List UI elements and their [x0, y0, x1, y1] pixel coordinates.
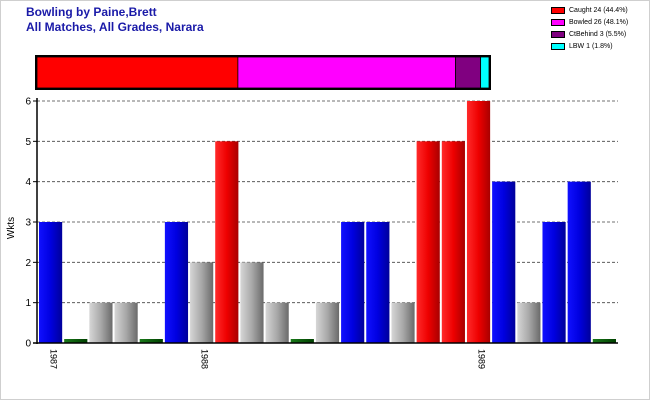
bar — [416, 141, 440, 343]
bar — [190, 262, 214, 343]
x-tick-label: 1987 — [49, 349, 59, 369]
x-tick-label: 1989 — [477, 349, 487, 369]
stacked-segment-ctbehind — [455, 56, 482, 89]
bar — [441, 141, 465, 343]
bar — [592, 339, 616, 343]
bar — [265, 302, 289, 343]
axes: 0 1 2 3 4 5 6 1987 1988 1989 — [25, 97, 618, 369]
x-tick-label: 1988 — [200, 349, 210, 369]
y-tick-label: 5 — [25, 137, 31, 148]
bar — [290, 339, 314, 343]
bar — [567, 181, 591, 343]
y-tick-label: 4 — [25, 177, 31, 188]
bar — [215, 141, 239, 343]
bar — [139, 339, 163, 343]
bar-series — [39, 101, 616, 343]
bar — [466, 101, 491, 343]
bar — [164, 222, 189, 343]
bar — [89, 302, 113, 343]
stacked-segment-lbw — [480, 56, 490, 89]
chart-subtitle: All Matches, All Grades, Narara — [26, 20, 204, 34]
y-tick-label: 6 — [25, 97, 31, 108]
bar — [391, 302, 415, 343]
stacked-segment-bowled — [237, 56, 456, 89]
y-axis-label: Wkts — [6, 217, 17, 239]
bar — [64, 339, 88, 343]
legend-item-lbw: LBW 1 (1.8%) — [551, 41, 628, 52]
legend-swatch-ctbehind — [551, 31, 565, 38]
bar — [517, 302, 541, 343]
stacked-bar — [35, 55, 491, 90]
legend-item-ctbehind: CtBehind 3 (5.5%) — [551, 29, 628, 40]
legend-label-caught: Caught 24 (44.4%) — [569, 7, 628, 14]
legend-swatch-caught — [551, 7, 565, 14]
bar — [39, 222, 63, 343]
y-tick-label: 3 — [25, 218, 31, 229]
bar — [492, 181, 516, 343]
legend: Caught 24 (44.4%) Bowled 26 (48.1%) CtBe… — [551, 5, 628, 53]
bar — [542, 222, 566, 343]
bar — [341, 222, 365, 343]
y-tick-label: 1 — [25, 298, 31, 309]
legend-label-ctbehind: CtBehind 3 (5.5%) — [569, 31, 627, 38]
y-tick-label: 0 — [25, 339, 31, 350]
grid-lines — [37, 100, 618, 304]
bar — [315, 302, 340, 343]
bar — [114, 302, 138, 343]
legend-item-bowled: Bowled 26 (48.1%) — [551, 17, 628, 28]
legend-swatch-lbw — [551, 43, 565, 50]
stacked-segment-caught — [36, 56, 239, 89]
legend-swatch-bowled — [551, 19, 565, 26]
bar — [366, 222, 390, 343]
bar — [240, 262, 264, 343]
legend-label-bowled: Bowled 26 (48.1%) — [569, 19, 629, 26]
legend-label-lbw: LBW 1 (1.8%) — [569, 43, 613, 50]
y-tick-label: 2 — [25, 258, 31, 269]
legend-item-caught: Caught 24 (44.4%) — [551, 5, 628, 16]
chart-title: Bowling by Paine,Brett — [26, 5, 157, 19]
